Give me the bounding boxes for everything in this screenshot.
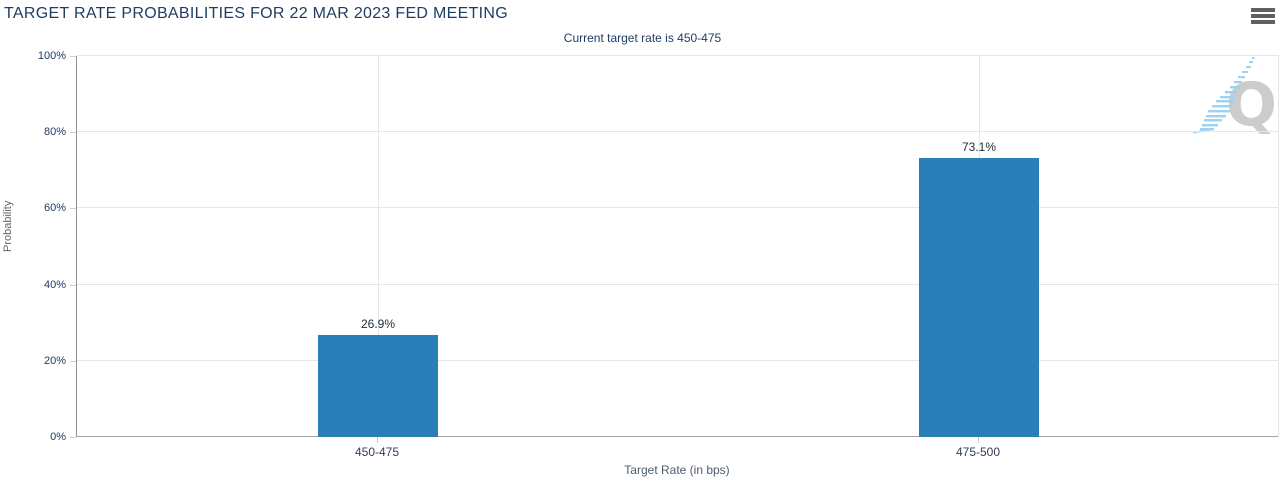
quikstrike-watermark: Q xyxy=(1193,57,1277,138)
x-axis-tick xyxy=(377,437,378,443)
q-logo-icon: Q xyxy=(1226,70,1277,138)
y-axis-tick xyxy=(70,208,76,210)
x-axis-title: Target Rate (in bps) xyxy=(624,463,730,477)
gridline-y xyxy=(77,131,1279,133)
y-axis-tick xyxy=(70,284,76,286)
y-axis-label: 80% xyxy=(43,126,66,139)
y-axis-label: 100% xyxy=(37,50,66,62)
gridline-y xyxy=(77,359,1279,361)
chart-subtitle: Current target rate is 450-475 xyxy=(563,31,722,45)
bar-value-label: 26.9% xyxy=(360,317,396,331)
gridline-y xyxy=(77,283,1279,285)
probability-bar[interactable] xyxy=(318,335,438,437)
y-axis-tick xyxy=(70,56,76,57)
bar-value-label: 73.1% xyxy=(961,140,997,154)
y-axis-tick xyxy=(70,132,76,134)
chart-title: TARGET RATE PROBABILITIES FOR 22 MAR 202… xyxy=(4,5,509,22)
plot-area: Q 26.9% 73.1% xyxy=(76,55,1279,437)
gridline-y xyxy=(77,55,1279,56)
y-axis-label: 20% xyxy=(43,354,66,367)
y-axis-label: 0% xyxy=(50,431,66,443)
gridline-x xyxy=(378,56,379,437)
y-axis-label: 40% xyxy=(43,278,66,291)
gridline-y xyxy=(77,207,1279,209)
gridline-x xyxy=(1278,56,1279,437)
x-axis-tick xyxy=(978,437,979,443)
x-axis-label: 450-475 xyxy=(354,445,400,459)
y-axis-tick xyxy=(70,437,76,438)
y-axis-tick xyxy=(70,360,76,362)
y-axis-label: 60% xyxy=(43,202,66,215)
export-menu-button[interactable] xyxy=(1251,6,1277,28)
probability-bar[interactable] xyxy=(919,158,1039,437)
x-axis-label: 475-500 xyxy=(955,445,1001,459)
